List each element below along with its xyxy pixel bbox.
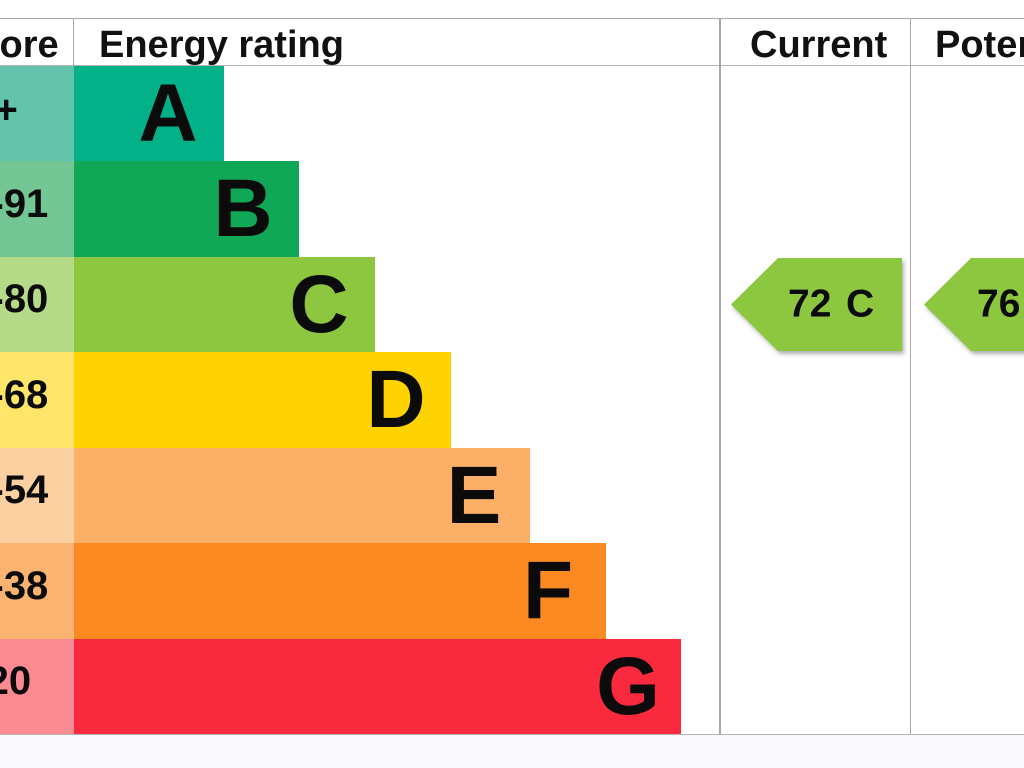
- svg-text:76C: 76C: [977, 283, 1024, 326]
- svg-text:72C: 72 C: [788, 283, 874, 326]
